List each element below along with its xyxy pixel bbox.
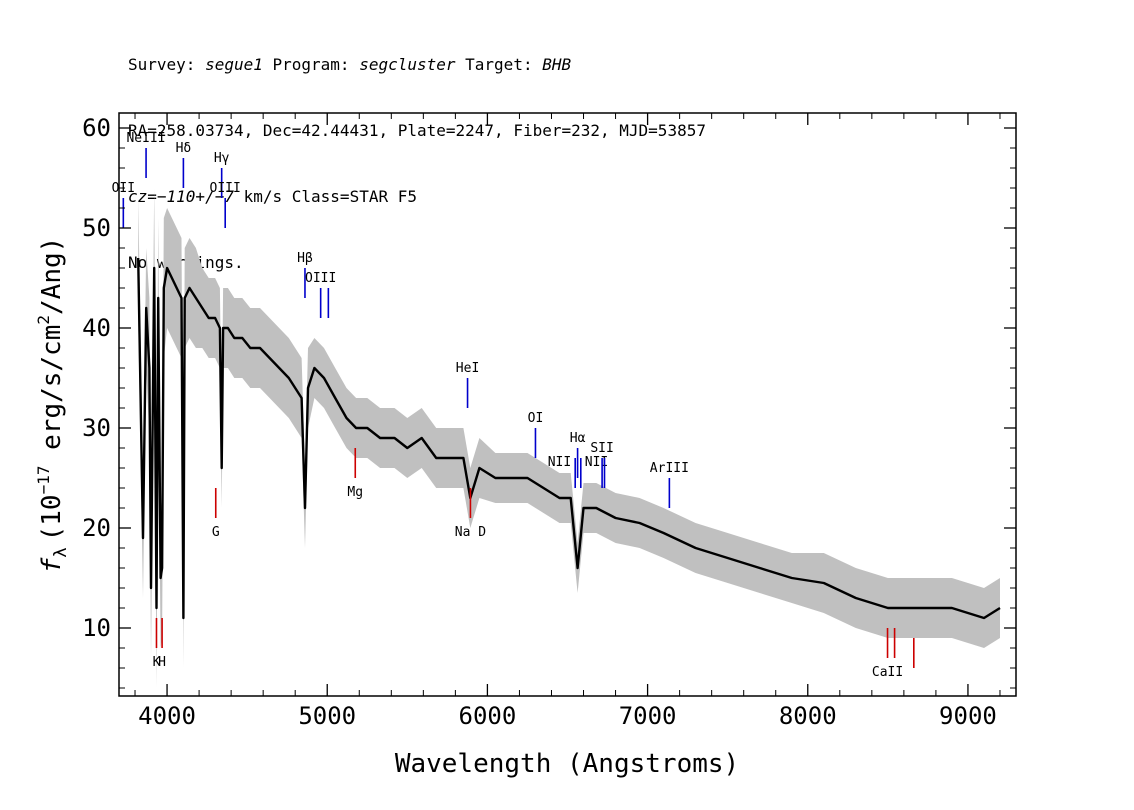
line-label: G bbox=[212, 525, 220, 540]
target-label: Target: bbox=[455, 55, 543, 74]
line-label: OIII bbox=[305, 271, 336, 286]
axis-ticks: 4000 5000 6000 7000 8000 9000 10 20 30 40 50 60 bbox=[82, 113, 1016, 730]
line-label: CaII bbox=[872, 665, 903, 680]
y-tick-label: 40 bbox=[82, 314, 111, 342]
x-tick-label: 6000 bbox=[459, 702, 517, 730]
spectrum-header: Survey: segue1 Program: segcluster Targe… bbox=[128, 10, 706, 296]
target-value: BHB bbox=[542, 55, 572, 74]
line-label: OIII bbox=[210, 181, 241, 196]
y-axis-label: fλ(10−17 erg/s/cm2/Ang) bbox=[34, 237, 71, 574]
line-label: Hβ bbox=[297, 251, 313, 266]
spectral-line-markers: OIINeIIIHδHγOIIIHβOIIIHeIOINIIHαNIISIIAr… bbox=[112, 131, 915, 680]
error-band bbox=[138, 188, 1000, 688]
redshift-value: cz=−110+/−7 bbox=[128, 187, 234, 206]
header-line-coordinates: RA=258.03734, Dec=42.44431, Plate=2247, … bbox=[128, 121, 706, 140]
survey-value: segue1 bbox=[205, 55, 263, 74]
plot-frame bbox=[118, 112, 1017, 697]
line-label: Na D bbox=[455, 525, 486, 540]
line-label: H bbox=[158, 655, 166, 670]
header-line-survey: Survey: segue1 Program: segcluster Targe… bbox=[128, 54, 706, 76]
line-label: K bbox=[153, 655, 161, 670]
x-axis-label: Wavelength (Angstroms) bbox=[395, 749, 739, 779]
line-label: OI bbox=[528, 411, 544, 426]
program-label: Program: bbox=[262, 55, 360, 74]
line-label: NeIII bbox=[126, 131, 165, 146]
y-tick-label: 10 bbox=[82, 614, 111, 642]
flux-series bbox=[137, 257, 1001, 620]
line-label: Hδ bbox=[176, 141, 192, 156]
line-label: ArIII bbox=[650, 461, 689, 476]
header-line-redshift: cz=−110+/−7 km/s Class=STAR F5 bbox=[128, 186, 706, 208]
line-label: Hγ bbox=[214, 151, 230, 166]
y-tick-label: 50 bbox=[82, 214, 111, 242]
survey-label: Survey: bbox=[128, 55, 206, 74]
flux-line bbox=[137, 257, 1001, 620]
program-value: segcluster bbox=[359, 55, 456, 74]
x-tick-label: 8000 bbox=[779, 702, 837, 730]
y-tick-label: 20 bbox=[82, 514, 111, 542]
y-tick-label: 30 bbox=[82, 414, 111, 442]
x-tick-label: 9000 bbox=[939, 702, 997, 730]
x-tick-label: 5000 bbox=[298, 702, 356, 730]
line-label: SII bbox=[590, 441, 613, 456]
error-band-area bbox=[138, 188, 1000, 688]
line-label: Mg bbox=[347, 485, 363, 500]
class-value: km/s Class=STAR F5 bbox=[233, 187, 417, 206]
x-tick-label: 4000 bbox=[138, 702, 196, 730]
line-label: Hα bbox=[570, 431, 586, 446]
line-label: NII bbox=[548, 455, 571, 470]
line-label: HeI bbox=[456, 361, 479, 376]
y-tick-label: 60 bbox=[82, 114, 111, 142]
x-tick-label: 7000 bbox=[619, 702, 677, 730]
